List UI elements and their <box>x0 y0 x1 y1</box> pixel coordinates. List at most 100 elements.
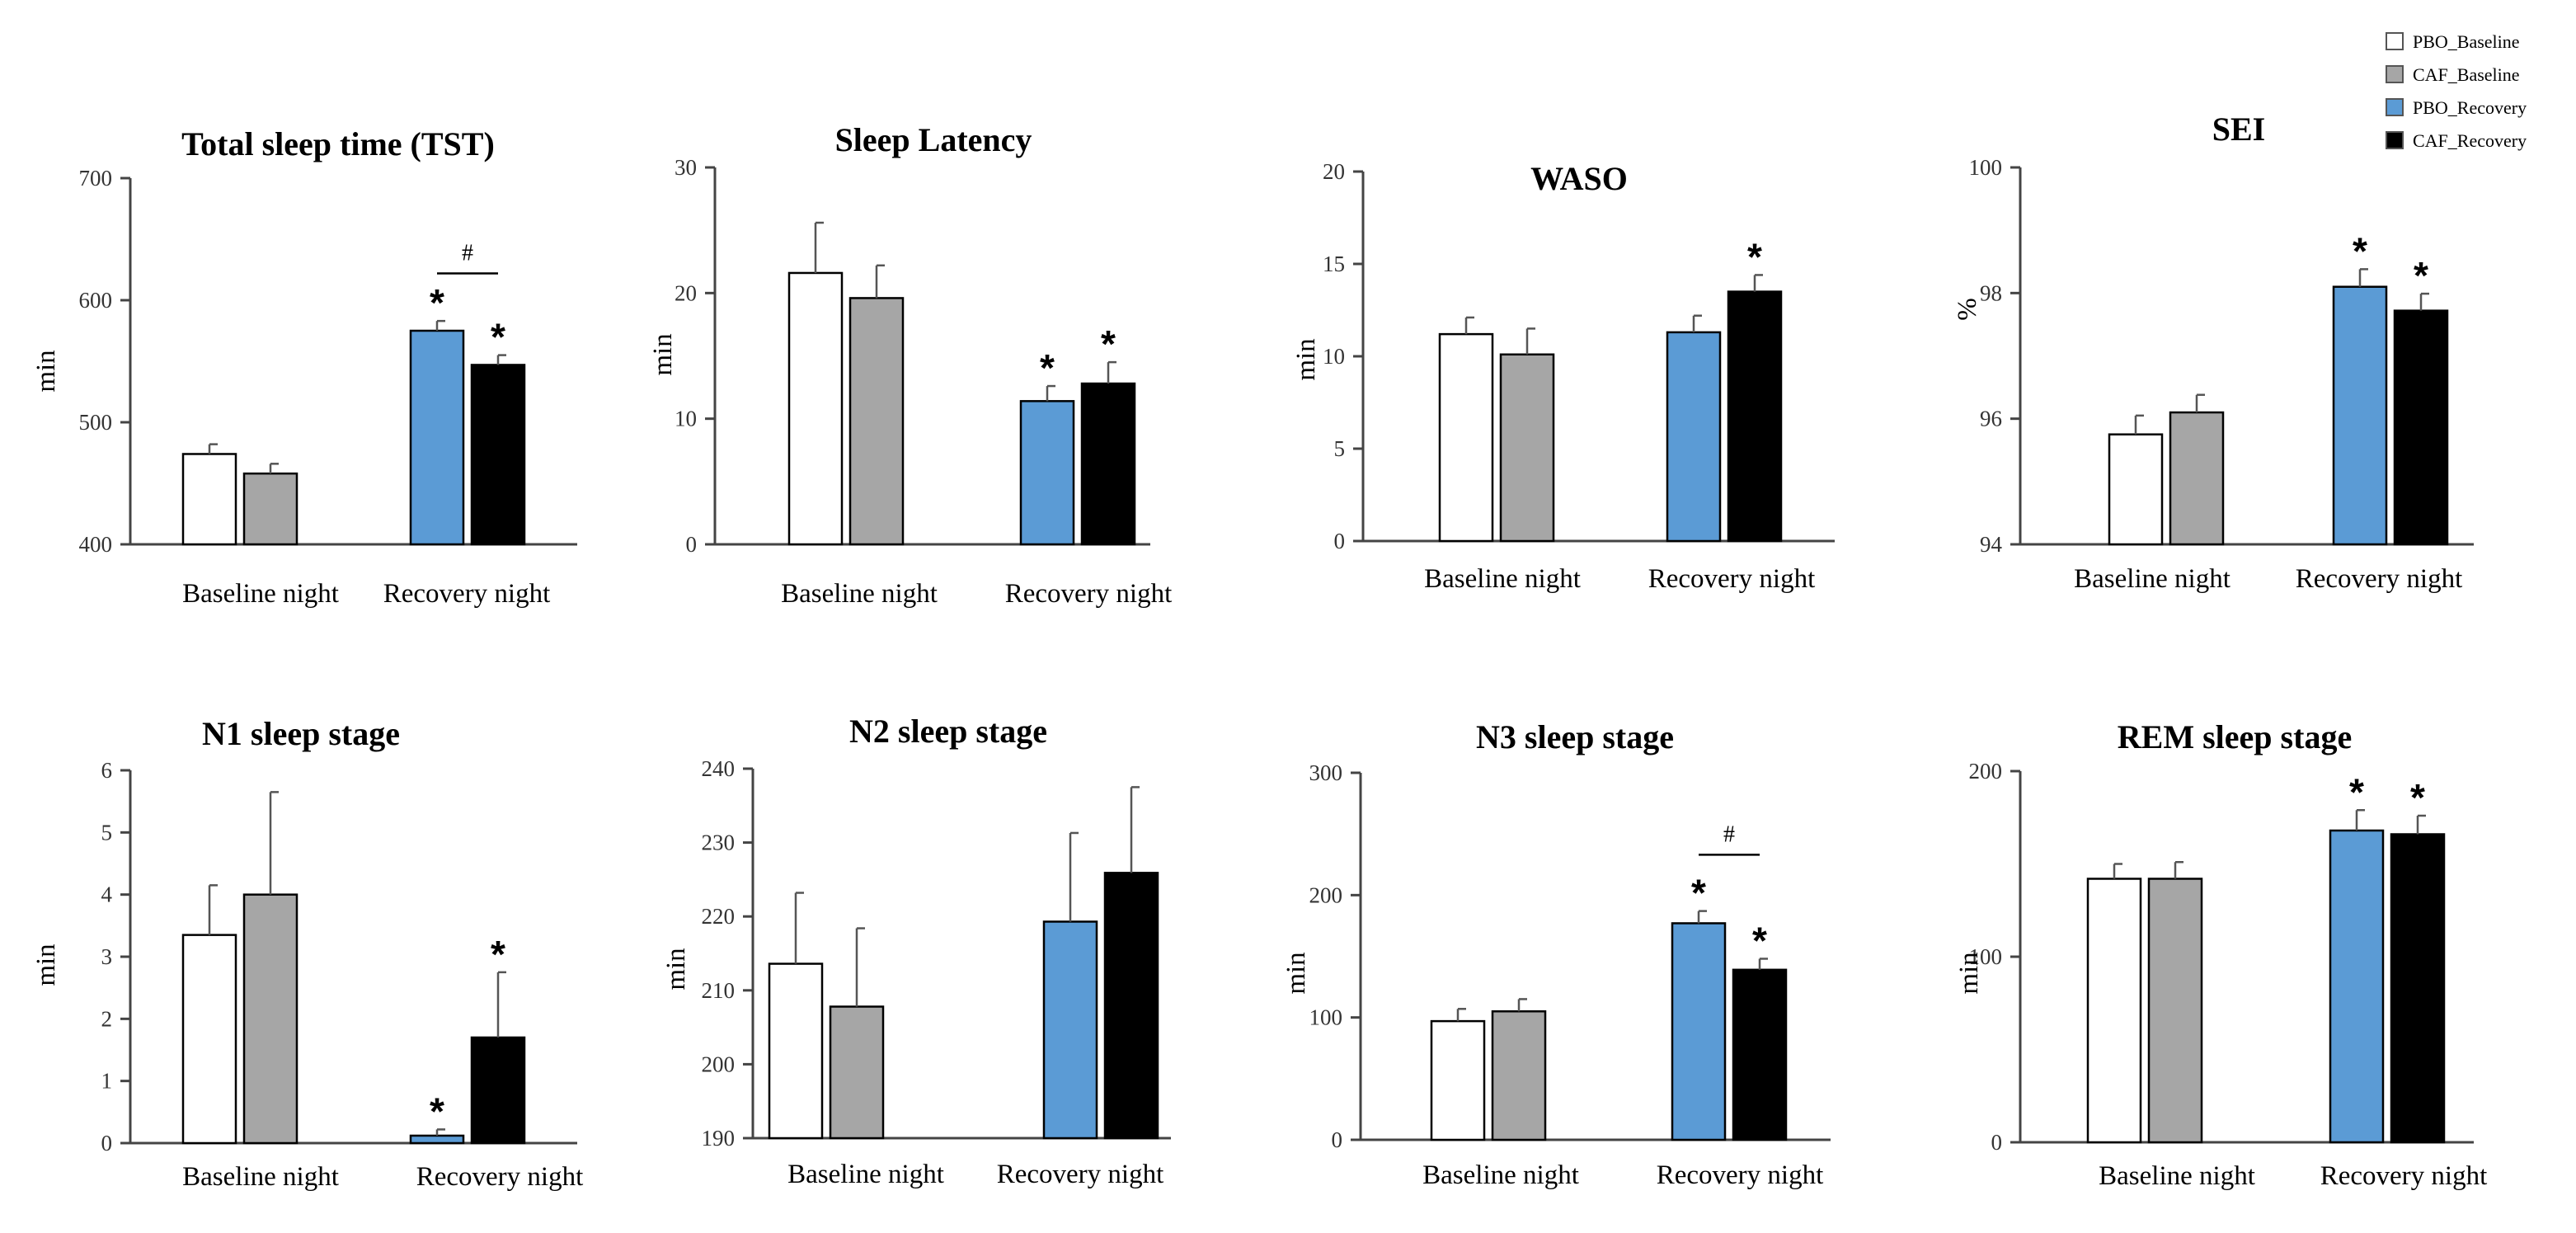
bar <box>1727 290 1783 543</box>
y-tick-label: 0 <box>101 1131 113 1155</box>
bar <box>181 934 237 1145</box>
y-tick-label: 300 <box>1309 760 1343 785</box>
y-tick-label: 15 <box>1323 252 1345 276</box>
y-tick-label: 5 <box>1334 436 1346 461</box>
bar <box>2329 829 2385 1144</box>
y-axis-label: min <box>1281 952 1311 994</box>
legend-label: PBO_Baseline <box>2413 31 2520 52</box>
bar <box>2169 411 2225 546</box>
legend: PBO_Baseline CAF_Baseline PBO_Recovery CAF_… <box>2386 31 2527 151</box>
y-tick-label: 100 <box>1969 944 2003 969</box>
bar <box>1430 1019 1486 1141</box>
chart-title: N3 sleep stage <box>1476 718 1674 755</box>
bar <box>2086 878 2142 1144</box>
category-label: Recovery night <box>1005 579 1173 609</box>
bar <box>242 893 298 1145</box>
y-tick-label: 10 <box>1323 344 1345 369</box>
bar <box>2393 309 2449 546</box>
bar <box>470 364 526 546</box>
category-label: Recovery night <box>383 579 551 609</box>
y-tick-label: 700 <box>79 166 113 191</box>
chart-title: N2 sleep stage <box>849 713 1047 750</box>
y-tick-label: 3 <box>101 944 113 969</box>
y-tick-label: 200 <box>1309 882 1343 907</box>
bar <box>787 271 844 546</box>
bar <box>409 1134 465 1145</box>
category-label: Baseline night <box>787 1160 944 1189</box>
y-tick-label: 240 <box>702 756 736 781</box>
bar <box>1080 382 1136 546</box>
y-tick-label: 190 <box>702 1126 736 1151</box>
significance-star: * <box>1752 919 1767 962</box>
category-label: Recovery night <box>416 1162 584 1192</box>
bar <box>2390 833 2446 1144</box>
y-tick-label: 94 <box>1980 532 2003 557</box>
bar <box>2332 285 2388 546</box>
category-label: Recovery night <box>2320 1161 2488 1191</box>
category-label: Baseline night <box>781 579 938 609</box>
y-axis-label: min <box>1291 338 1321 380</box>
chart-panel: WASO 0 5 10 15 20 min Baseline night Recovery ni… <box>1291 159 1835 594</box>
bar <box>2147 878 2203 1144</box>
y-tick-label: 1 <box>101 1069 113 1094</box>
y-tick-label: 6 <box>101 758 113 783</box>
y-tick-label: 0 <box>686 532 698 557</box>
chart-title: N1 sleep stage <box>202 715 400 752</box>
bar <box>409 329 465 546</box>
bar <box>2108 433 2164 546</box>
significance-star: * <box>2410 776 2425 819</box>
y-tick-label: 200 <box>702 1052 736 1076</box>
legend-swatch <box>2386 131 2404 149</box>
y-axis-label: min <box>31 944 61 986</box>
y-tick-label: 600 <box>79 288 113 313</box>
bar <box>1042 920 1098 1140</box>
y-tick-label: 210 <box>702 978 736 1003</box>
chart-title: Total sleep time (TST) <box>181 125 495 162</box>
bar <box>242 472 298 546</box>
y-tick-label: 400 <box>79 532 113 557</box>
significance-star: * <box>2414 254 2428 297</box>
y-tick-label: 0 <box>1332 1127 1343 1152</box>
y-tick-label: 98 <box>1980 280 2002 305</box>
bar <box>1019 400 1075 546</box>
bar <box>1491 1010 1547 1141</box>
legend-swatch <box>2386 32 2404 50</box>
y-tick-label: 220 <box>702 904 736 929</box>
y-tick-label: 10 <box>675 407 697 431</box>
significance-star: * <box>1101 322 1116 365</box>
significance-star: * <box>430 1089 444 1132</box>
bar <box>470 1036 526 1145</box>
chart-panel: Total sleep time (TST) 400 500 600 700 min Bas… <box>31 125 577 609</box>
significance-star: * <box>491 316 505 359</box>
y-tick-label: 100 <box>1969 155 2003 180</box>
bar <box>1438 332 1494 543</box>
significance-hash: # <box>462 240 473 266</box>
bar <box>848 297 905 546</box>
chart-panel: SEI 94 96 98 100% Baseline night Recovery nigh… <box>1953 111 2474 594</box>
chart-panel: N3 sleep stage 0 100 200 300 min Baseline nigh… <box>1281 718 1831 1190</box>
y-tick-label: 0 <box>1334 529 1346 553</box>
bar <box>1103 872 1159 1140</box>
legend-swatch <box>2386 65 2404 83</box>
category-label: Baseline night <box>182 1162 339 1192</box>
chart-panel: Sleep Latency 0 10 20 30 min Baseline night Rec… <box>648 121 1172 609</box>
legend-label: CAF_Baseline <box>2413 64 2520 85</box>
category-label: Baseline night <box>182 579 339 609</box>
legend-label: PBO_Recovery <box>2413 97 2527 118</box>
legend-swatch <box>2386 98 2404 116</box>
y-tick-label: 230 <box>702 831 736 855</box>
category-label: Baseline night <box>2074 564 2230 594</box>
significance-star: * <box>1040 346 1055 389</box>
category-label: Recovery night <box>2296 564 2463 594</box>
significance-star: * <box>1747 235 1762 278</box>
y-tick-label: 0 <box>1991 1130 2003 1155</box>
chart-panel: REM sleep stage 0 100 200 min Baseline night R… <box>1954 718 2487 1191</box>
category-label: Baseline night <box>1424 564 1581 594</box>
bar <box>768 962 824 1140</box>
category-label: Baseline night <box>2099 1161 2255 1191</box>
y-axis-label: % <box>1953 298 1982 321</box>
legend-label: CAF_Recovery <box>2413 130 2527 151</box>
y-axis-label: min <box>31 350 61 392</box>
y-axis-label: min <box>1954 952 1984 994</box>
